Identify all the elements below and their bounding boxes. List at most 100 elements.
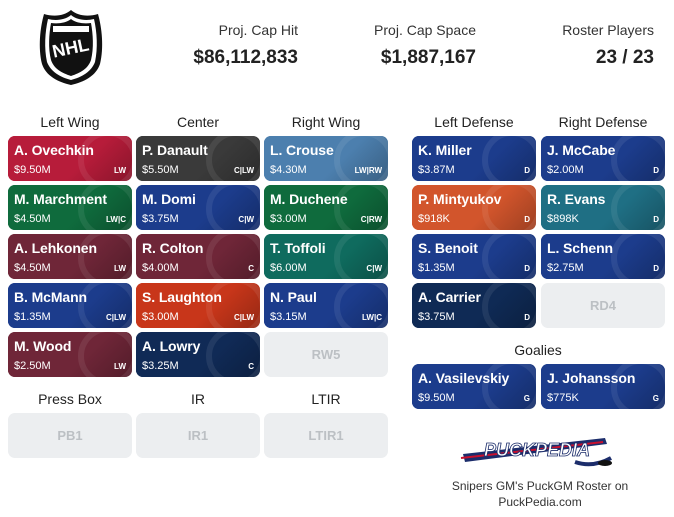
- team-logo-watermark: [482, 136, 536, 181]
- player-card[interactable]: A. Lowry $3.25M C: [136, 332, 260, 377]
- player-card[interactable]: A. Ovechkin $9.50M LW: [8, 136, 132, 181]
- player-cap-hit: $2.00M: [547, 164, 584, 176]
- player-card[interactable]: J. McCabe $2.00M D: [541, 136, 665, 181]
- player-cap-hit: $775K: [547, 392, 579, 404]
- player-card[interactable]: A. Lehkonen $4.50M LW: [8, 234, 132, 279]
- player-name: J. Johansson: [547, 370, 636, 386]
- empty-slot-ir1[interactable]: IR1: [136, 413, 260, 458]
- cap-space-stat: Proj. Cap Space $1,887,167: [356, 22, 476, 69]
- player-name: A. Ovechkin: [14, 142, 94, 158]
- team-logo-watermark: [78, 185, 132, 230]
- roster-players-stat: Roster Players 23 / 23: [540, 22, 654, 69]
- player-card[interactable]: J. Johansson $775K G: [541, 364, 665, 409]
- team-logo-watermark: [206, 136, 260, 181]
- roster-players-value: 23 / 23: [595, 47, 654, 68]
- right-defense-header: Right Defense: [558, 114, 648, 130]
- team-logo-watermark: [334, 283, 388, 328]
- ltir-header: LTIR: [311, 391, 341, 407]
- player-name: B. McMann: [14, 289, 87, 305]
- player-position: G: [652, 394, 659, 403]
- player-cap-hit: $3.75M: [142, 213, 179, 225]
- center-header: Center: [176, 114, 220, 130]
- player-position: C|LW: [233, 313, 254, 322]
- player-card[interactable]: S. Benoit $1.35M D: [412, 234, 536, 279]
- empty-slot-ltir1[interactable]: LTIR1: [264, 413, 388, 458]
- player-card[interactable]: M. Wood $2.50M LW: [8, 332, 132, 377]
- player-cap-hit: $4.00M: [142, 262, 179, 274]
- player-position: C: [248, 362, 254, 371]
- team-logo-watermark: [611, 136, 665, 181]
- player-name: M. Domi: [142, 191, 196, 207]
- player-cap-hit: $3.00M: [270, 213, 307, 225]
- cap-hit-value: $86,112,833: [193, 47, 298, 68]
- player-card[interactable]: N. Paul $3.15M LW|C: [264, 283, 388, 328]
- player-card[interactable]: T. Toffoli $6.00M C|W: [264, 234, 388, 279]
- player-name: N. Paul: [270, 289, 317, 305]
- team-logo-watermark: [482, 234, 536, 279]
- player-card[interactable]: P. Danault $5.50M C|LW: [136, 136, 260, 181]
- player-name: S. Benoit: [418, 240, 478, 256]
- player-name: M. Wood: [14, 338, 72, 354]
- cap-hit-label: Proj. Cap Hit: [218, 22, 298, 38]
- player-position: C|LW: [233, 166, 254, 175]
- puckpedia-brand-text: PUCKPEDIA: [484, 440, 590, 460]
- player-card[interactable]: R. Evans $898K D: [541, 185, 665, 230]
- player-cap-hit: $2.75M: [547, 262, 584, 274]
- player-name: J. McCabe: [547, 142, 616, 158]
- goalies-header: Goalies: [514, 342, 562, 358]
- player-cap-hit: $3.00M: [142, 311, 179, 323]
- player-card[interactable]: M. Marchment $4.50M LW|C: [8, 185, 132, 230]
- team-logo-watermark: [78, 283, 132, 328]
- player-card[interactable]: B. McMann $1.35M C|LW: [8, 283, 132, 328]
- team-logo-watermark: [78, 234, 132, 279]
- player-name: M. Duchene: [270, 191, 348, 207]
- player-card[interactable]: P. Mintyukov $918K D: [412, 185, 536, 230]
- player-card[interactable]: L. Crouse $4.30M LW|RW: [264, 136, 388, 181]
- team-logo-watermark: [611, 364, 665, 409]
- team-logo-watermark: [482, 364, 536, 409]
- player-card[interactable]: A. Carrier $3.75M D: [412, 283, 536, 328]
- ir-header: IR: [191, 391, 205, 407]
- player-position: LW: [114, 166, 126, 175]
- nhl-logo: NHL: [39, 10, 103, 85]
- team-logo-watermark: [78, 332, 132, 377]
- team-logo-watermark: [206, 185, 260, 230]
- player-name: M. Marchment: [14, 191, 107, 207]
- player-position: C|W: [366, 264, 382, 273]
- team-logo-watermark: [611, 234, 665, 279]
- player-position: LW: [114, 362, 126, 371]
- player-card[interactable]: M. Domi $3.75M C|W: [136, 185, 260, 230]
- team-logo-watermark: [482, 185, 536, 230]
- player-card[interactable]: L. Schenn $2.75M D: [541, 234, 665, 279]
- player-card[interactable]: A. Vasilevskiy $9.50M G: [412, 364, 536, 409]
- empty-slot-rd4[interactable]: RD4: [541, 283, 665, 328]
- player-name: R. Colton: [142, 240, 204, 256]
- team-logo-watermark: [206, 332, 260, 377]
- player-cap-hit: $918K: [418, 213, 450, 225]
- player-name: P. Mintyukov: [418, 191, 502, 207]
- player-cap-hit: $3.75M: [418, 311, 455, 323]
- team-logo-watermark: [334, 234, 388, 279]
- player-position: D: [524, 264, 530, 273]
- left-defense-header: Left Defense: [434, 114, 514, 130]
- cap-space-value: $1,887,167: [380, 47, 476, 68]
- team-logo-watermark: [206, 283, 260, 328]
- player-cap-hit: $2.50M: [14, 360, 51, 372]
- player-card[interactable]: R. Colton $4.00M C: [136, 234, 260, 279]
- player-cap-hit: $1.35M: [418, 262, 455, 274]
- empty-slot-pb1[interactable]: PB1: [8, 413, 132, 458]
- player-cap-hit: $6.00M: [270, 262, 307, 274]
- player-card[interactable]: K. Miller $3.87M D: [412, 136, 536, 181]
- player-position: D: [653, 215, 659, 224]
- player-name: L. Schenn: [547, 240, 613, 256]
- right-wing-header: Right Wing: [291, 114, 361, 130]
- team-logo-watermark: [482, 283, 536, 328]
- player-position: C|RW: [360, 215, 382, 224]
- player-name: P. Danault: [142, 142, 208, 158]
- empty-slot-rw5[interactable]: RW5: [264, 332, 388, 377]
- player-card[interactable]: S. Laughton $3.00M C|LW: [136, 283, 260, 328]
- player-card[interactable]: M. Duchene $3.00M C|RW: [264, 185, 388, 230]
- team-logo-watermark: [334, 185, 388, 230]
- team-logo-watermark: [334, 136, 388, 181]
- press-box-header: Press Box: [38, 391, 102, 407]
